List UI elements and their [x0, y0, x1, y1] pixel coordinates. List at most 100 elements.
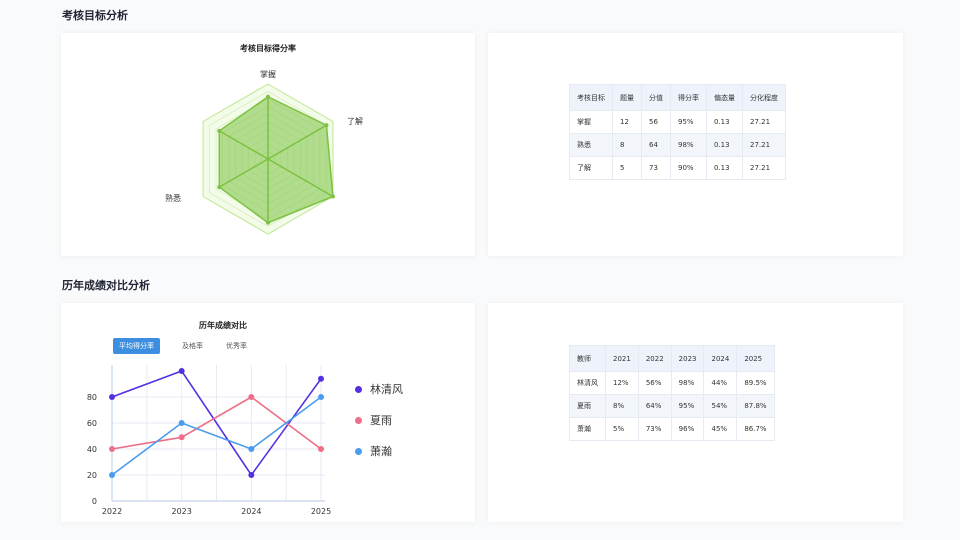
- table-cell: 98%: [670, 133, 707, 157]
- radar-indicator-label: 掌握: [260, 69, 276, 79]
- column-header: 2023: [670, 345, 705, 372]
- table-row: 熟悉 8 64 98% 0.13 27.21: [569, 133, 786, 157]
- legend-label: 林清风: [370, 383, 403, 396]
- data-point[interactable]: [178, 420, 185, 426]
- table-cell: 5: [612, 156, 642, 180]
- table-cell: 27.21: [742, 110, 786, 134]
- y-tick-label: 20: [87, 471, 97, 480]
- data-point[interactable]: [248, 446, 255, 452]
- data-point[interactable]: [248, 394, 255, 400]
- table-header-row: 教师 2021 2022 2023 2024 2025: [569, 345, 775, 372]
- table-cell: 44%: [703, 371, 738, 395]
- data-point[interactable]: [178, 368, 185, 374]
- column-header: 分化程度: [742, 84, 786, 111]
- teacher-table: 教师 2021 2022 2023 2024 2025 林清风 12% 56% 98% 44% 89.…: [569, 345, 775, 441]
- radar-point[interactable]: [266, 220, 270, 225]
- radar-point[interactable]: [324, 123, 329, 128]
- section-title-history-analysis: 历年成绩对比分析: [62, 279, 150, 292]
- table-header-row: 考核目标 题量 分值 得分率 偏态量 分化程度: [569, 84, 786, 111]
- table-cell: 掌握: [569, 110, 613, 134]
- radar-title: 考核目标得分率: [240, 44, 296, 53]
- table-cell: 90%: [670, 156, 707, 180]
- column-header: 2025: [736, 345, 775, 372]
- column-header: 偏态量: [706, 84, 743, 111]
- data-point[interactable]: [248, 472, 255, 478]
- x-tick-label: 2023: [171, 507, 191, 516]
- legend-item-xiao[interactable]: 萧瀚: [355, 443, 392, 459]
- table-cell: 95%: [670, 110, 707, 134]
- table-cell: 86.7%: [736, 417, 775, 441]
- teacher-table-card: 教师 2021 2022 2023 2024 2025 林清风 12% 56% 98% 44% 89.…: [488, 303, 903, 522]
- column-header: 考核目标: [569, 84, 613, 111]
- radar-indicator-label: 了解: [347, 116, 363, 126]
- table-cell: 73%: [637, 417, 672, 441]
- table-cell: 林清风: [569, 371, 606, 395]
- legend-label: 萧瀚: [370, 445, 392, 458]
- legend-item-lin[interactable]: 林清风: [355, 381, 403, 397]
- y-tick-label: 60: [87, 419, 97, 428]
- tab-average-score[interactable]: 平均得分率: [113, 338, 160, 354]
- table-cell: 98%: [670, 371, 705, 395]
- legend-label: 夏雨: [370, 414, 392, 427]
- radar-indicator-label: 熟悉: [165, 193, 181, 203]
- data-point[interactable]: [109, 394, 115, 400]
- table-cell: 27.21: [742, 156, 786, 180]
- table-cell: 12%: [605, 371, 639, 395]
- data-point[interactable]: [178, 434, 185, 441]
- table-cell: 0.13: [706, 110, 743, 134]
- table-cell: 54%: [703, 394, 738, 418]
- column-header: 2024: [703, 345, 738, 372]
- radar-axis: [218, 130, 334, 198]
- table-cell: 27.21: [742, 133, 786, 157]
- data-point[interactable]: [318, 375, 324, 382]
- data-point[interactable]: [109, 446, 115, 452]
- x-tick-label: 2025: [311, 507, 331, 516]
- radar-axis: [218, 124, 327, 188]
- tab-pass-rate[interactable]: 及格率: [182, 342, 203, 350]
- table-row: 萧瀚 5% 73% 96% 45% 86.7%: [569, 417, 775, 441]
- table-cell: 56: [641, 110, 671, 134]
- target-table-card: 考核目标 题量 分值 得分率 偏态量 分化程度 掌握 12 56 95% 0.13 27.21 熟悉 8 6…: [488, 33, 903, 256]
- radar-point[interactable]: [266, 94, 270, 99]
- radar-point[interactable]: [330, 194, 335, 199]
- table-cell: 73: [641, 156, 671, 180]
- legend-dot: [355, 416, 362, 424]
- table-cell: 96%: [670, 417, 705, 441]
- x-tick-label: 2022: [102, 507, 122, 516]
- y-tick-label: 0: [92, 497, 97, 506]
- series-line: [111, 396, 322, 476]
- table-cell: 45%: [703, 417, 738, 441]
- table-cell: 12: [612, 110, 642, 134]
- line-chart: 0 20 40 60 80 2022 2023 2024 2025: [87, 365, 331, 516]
- radar-point[interactable]: [217, 128, 222, 133]
- table-row: 掌握 12 56 95% 0.13 27.21: [569, 110, 786, 134]
- table-cell: 64: [641, 133, 671, 157]
- table-cell: 87.8%: [736, 394, 775, 418]
- radar-point[interactable]: [217, 185, 222, 190]
- series-line: [111, 370, 322, 477]
- table-cell: 8: [612, 133, 642, 157]
- tab-excellent-rate[interactable]: 优秀率: [226, 342, 247, 350]
- table-row: 夏雨 8% 64% 95% 54% 87.8%: [569, 394, 775, 418]
- table-cell: 56%: [637, 371, 672, 395]
- column-header: 分值: [641, 84, 671, 111]
- data-point[interactable]: [318, 446, 324, 452]
- column-header: 题量: [612, 84, 642, 111]
- legend-item-xia[interactable]: 夏雨: [355, 412, 392, 428]
- y-tick-label: 80: [87, 393, 97, 402]
- table-row: 了解 5 73 90% 0.13 27.21: [569, 156, 786, 180]
- target-table: 考核目标 题量 分值 得分率 偏态量 分化程度 掌握 12 56 95% 0.13 27.21 熟悉 8 6…: [569, 84, 786, 180]
- legend-dot: [355, 385, 362, 393]
- column-header: 教师: [569, 345, 606, 372]
- table-cell: 5%: [605, 417, 639, 441]
- y-tick-label: 40: [87, 445, 97, 454]
- column-header: 得分率: [670, 84, 707, 111]
- table-cell: 0.13: [706, 133, 743, 157]
- data-point[interactable]: [318, 394, 324, 400]
- table-cell: 64%: [637, 394, 672, 418]
- column-header: 2022: [637, 345, 672, 372]
- data-point[interactable]: [109, 472, 115, 478]
- line-chart-title: 历年成绩对比: [199, 321, 247, 330]
- radar-card: 考核目标得分率 掌握了解熟悉: [61, 33, 475, 256]
